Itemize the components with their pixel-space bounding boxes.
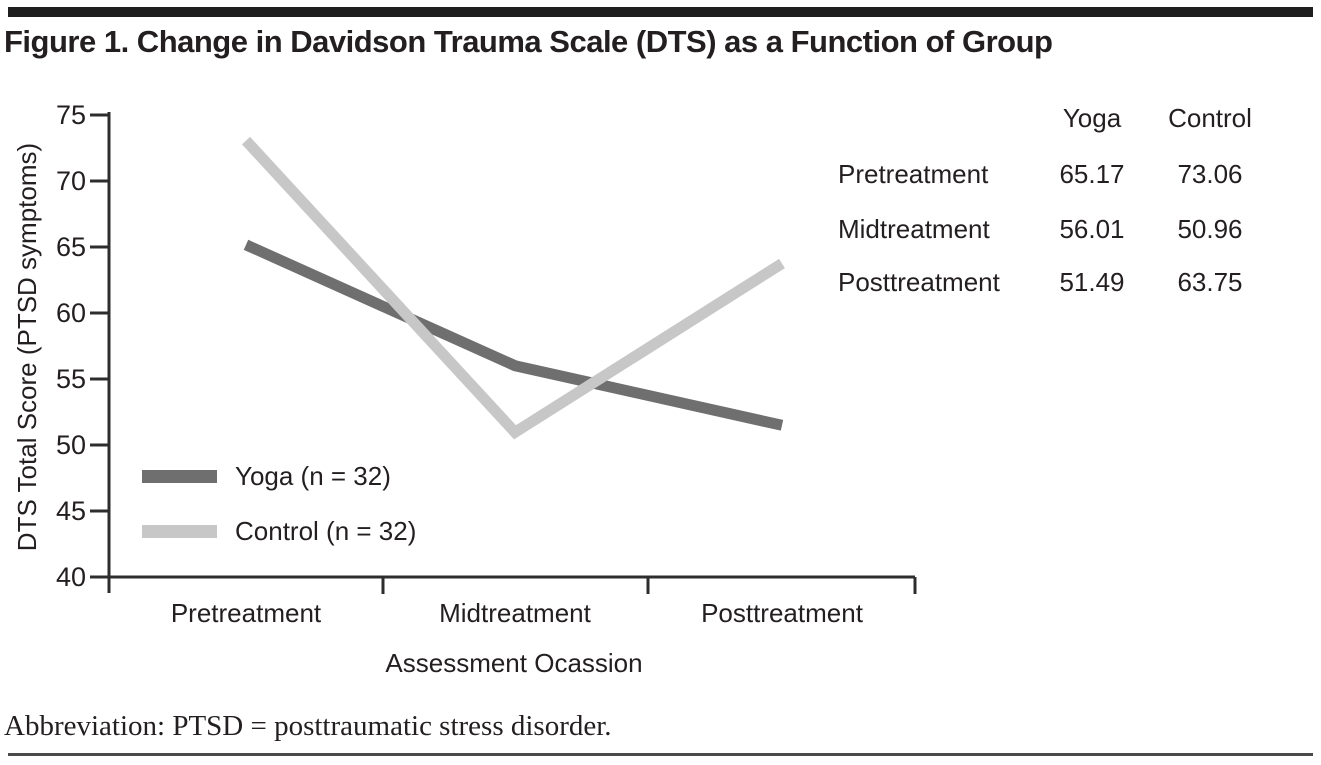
y-tick-label: 65 xyxy=(55,232,86,262)
y-tick-label: 70 xyxy=(55,166,86,196)
table-value-yoga: 51.49 xyxy=(1059,267,1125,297)
table-value-yoga: 56.01 xyxy=(1059,214,1125,244)
legend-label-control: Control (n = 32) xyxy=(235,515,417,546)
x-category-label: Pretreatment xyxy=(170,598,322,628)
y-tick-label: 75 xyxy=(55,100,86,130)
y-tick-label: 55 xyxy=(55,364,86,394)
yoga-line-swatch xyxy=(142,469,217,483)
y-tick-label: 40 xyxy=(55,562,86,592)
bottom-rule xyxy=(8,753,1313,756)
table-row-label: Posttreatment xyxy=(838,267,1000,297)
legend-item-yoga: Yoga (n = 32) xyxy=(142,460,416,491)
chart-legend: Yoga (n = 32) Control (n = 32) xyxy=(142,460,417,572)
control-line xyxy=(241,136,785,440)
abbreviation-footnote: Abbreviation: PTSD = posttraumatic stres… xyxy=(4,710,612,742)
table-header-control: Control xyxy=(1168,103,1252,133)
table-row-label: Midtreatment xyxy=(838,214,990,244)
table-value-control: 50.96 xyxy=(1177,214,1243,244)
top-rule xyxy=(8,7,1313,17)
table-value-yoga: 65.17 xyxy=(1059,159,1125,189)
x-category-label: Posttreatment xyxy=(701,598,863,628)
x-category-label: Midtreatment xyxy=(439,598,591,628)
y-tick-label: 50 xyxy=(55,430,86,460)
legend-label-yoga: Yoga (n = 32) xyxy=(235,460,391,491)
control-line-swatch xyxy=(142,524,217,538)
table-value-control: 73.06 xyxy=(1177,159,1243,189)
table-value-control: 63.75 xyxy=(1177,267,1243,297)
figure-title: Figure 1. Change in Davidson Trauma Scal… xyxy=(4,24,1053,59)
table-header-yoga: Yoga xyxy=(1062,103,1122,133)
yoga-line xyxy=(243,239,784,431)
data-table: Yoga Control Pretreatment 65.17 73.06 Mi… xyxy=(838,103,1298,313)
legend-item-control: Control (n = 32) xyxy=(142,515,417,546)
y-tick-label: 45 xyxy=(55,496,86,526)
table-row-label: Pretreatment xyxy=(838,159,989,189)
x-axis-title: Assessment Ocassion xyxy=(385,648,643,678)
y-tick-label: 60 xyxy=(55,298,86,328)
